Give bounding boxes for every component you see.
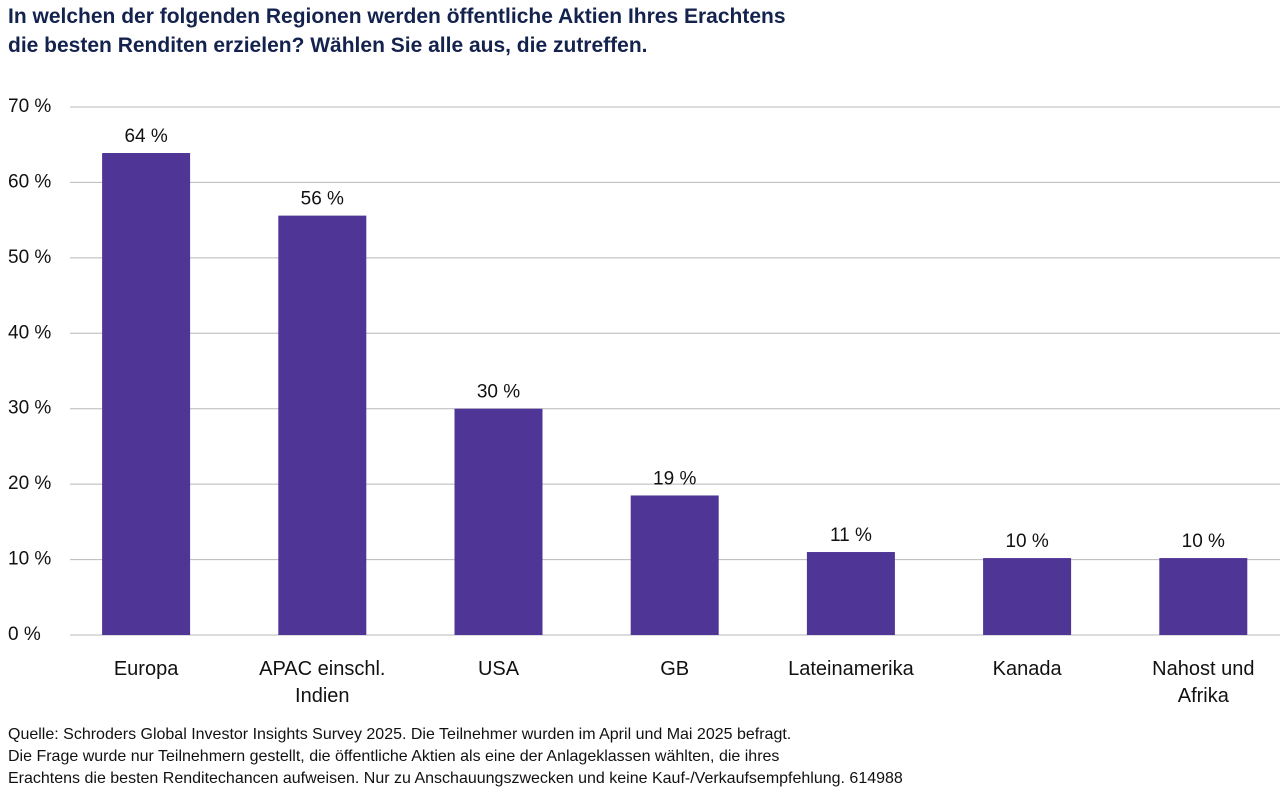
value-label: 19 % (653, 468, 696, 489)
value-label: 11 % (830, 525, 872, 546)
y-tick-label: 0 % (8, 624, 41, 645)
value-label: 10 % (1005, 531, 1048, 552)
y-tick-label: 70 % (8, 96, 51, 117)
value-label: 64 % (124, 126, 167, 147)
x-tick-label: APAC einschl. Indien (259, 658, 386, 707)
bar (454, 408, 543, 635)
value-label: 30 % (477, 382, 520, 403)
bar (983, 558, 1072, 635)
bar (1159, 558, 1248, 635)
x-tick-label: Lateinamerika (788, 658, 914, 680)
bar (102, 153, 191, 636)
x-tick-label: Europa (113, 658, 179, 680)
x-tick-label: USA (477, 658, 520, 680)
y-tick-label: 50 % (8, 247, 51, 268)
value-label: 56 % (301, 189, 344, 210)
bar (806, 552, 895, 635)
x-tick-label: GB (660, 658, 690, 680)
y-tick-label: 10 % (8, 549, 51, 570)
x-tick-label: Kanada (992, 658, 1062, 680)
x-tick-label: Nahost und Afrika (1152, 658, 1255, 707)
y-tick-label: 30 % (8, 398, 51, 419)
bar (630, 495, 719, 635)
y-tick-label: 40 % (8, 322, 51, 343)
y-tick-label: 20 % (8, 473, 51, 494)
value-label: 10 % (1182, 531, 1225, 552)
y-tick-label: 60 % (8, 171, 51, 192)
bar (278, 215, 367, 636)
footnote: Quelle: Schroders Global Investor Insigh… (8, 726, 903, 787)
chart-title: In welchen der folgenden Regionen werden… (8, 5, 786, 57)
